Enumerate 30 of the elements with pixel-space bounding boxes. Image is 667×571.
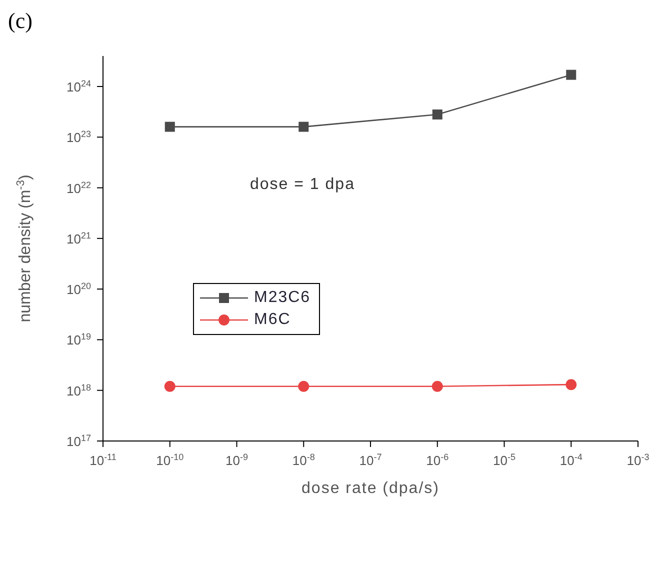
x-tick-label: 10$^{-4}$ — [560, 452, 582, 468]
point — [298, 380, 310, 392]
legend-label: M6C — [254, 311, 291, 329]
y-tick-label: 10$^{19}$ — [66, 332, 91, 348]
x-tick-label: 10$^{-5}$ — [493, 452, 516, 468]
x-tick-label: 10$^{-6}$ — [426, 452, 449, 468]
x-tick-label: 10$^{-11}$ — [90, 452, 116, 468]
y-tick-label: 10$^{20}$ — [66, 281, 91, 298]
x-tick-label: 10$^{-7}$ — [359, 452, 382, 468]
x-axis-title: dose rate (dpa/s) — [302, 480, 440, 497]
y-tick-label: 10$^{17}$ — [66, 433, 91, 449]
point — [432, 380, 443, 392]
y-tick-label: 10$^{24}$ — [66, 78, 91, 94]
x-tick-label: 10$^{-9}$ — [226, 452, 248, 468]
annotation: dose = 1 dpa — [250, 176, 355, 194]
y-tick-label: 10$^{18}$ — [66, 382, 91, 398]
x-tick-label: 10$^{-10}$ — [156, 452, 184, 468]
legend-label: M23C6 — [254, 289, 311, 307]
y-tick-label: 10$^{23}$ — [66, 129, 91, 146]
point — [164, 380, 176, 392]
chart-title: (c) — [8, 8, 34, 35]
point — [164, 122, 175, 132]
y-tick-label: 10$^{22}$ — [66, 180, 91, 196]
x-tick-label: 10$^{-3}$ — [626, 452, 650, 468]
point — [432, 109, 442, 120]
point — [566, 70, 576, 80]
point — [298, 122, 309, 132]
point — [566, 379, 577, 390]
x-tick-label: 10$^{-8}$ — [292, 452, 315, 468]
y-tick-label: 10$^{21}$ — [66, 230, 91, 246]
